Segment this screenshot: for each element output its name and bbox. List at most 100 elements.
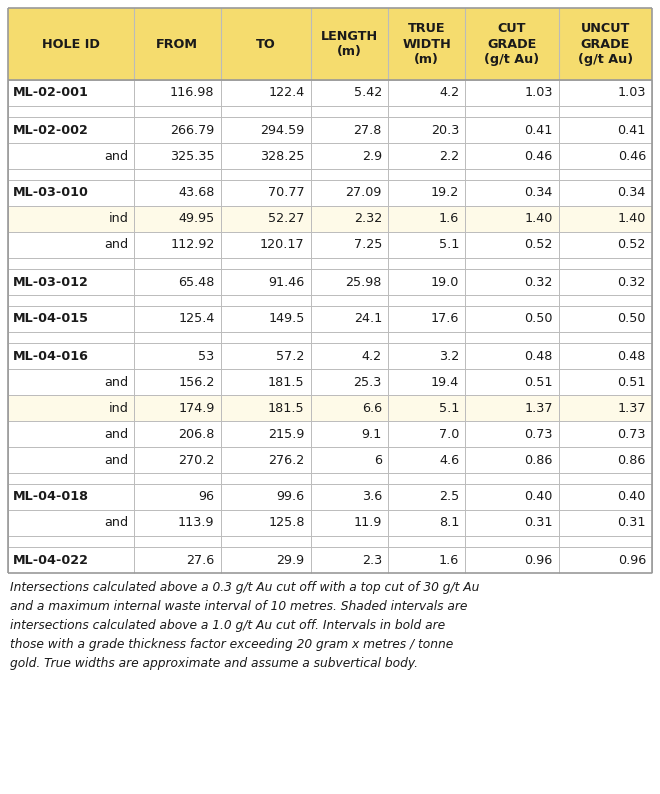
Text: FROM: FROM [156, 37, 198, 51]
Text: 276.2: 276.2 [269, 453, 305, 467]
Text: 8.1: 8.1 [439, 517, 459, 530]
Text: 125.8: 125.8 [268, 517, 305, 530]
Text: 6: 6 [374, 453, 382, 467]
Text: 25.98: 25.98 [346, 276, 382, 288]
Text: 215.9: 215.9 [269, 427, 305, 441]
Text: and: and [104, 238, 129, 252]
Bar [8, 421, 652, 447]
Bar [8, 447, 652, 473]
Text: 174.9: 174.9 [178, 402, 214, 414]
Bar [8, 395, 652, 421]
Text: TRUE
WIDTH
(m): TRUE WIDTH (m) [402, 22, 451, 66]
Bar [8, 536, 652, 547]
Text: ind: ind [109, 402, 129, 414]
Text: 65.48: 65.48 [178, 276, 214, 288]
Text: TO: TO [255, 37, 275, 51]
Text: ML-04-016: ML-04-016 [13, 349, 89, 363]
Text: 27.8: 27.8 [354, 124, 382, 137]
Text: 29.9: 29.9 [277, 553, 305, 566]
Bar [8, 484, 652, 510]
Text: 7.25: 7.25 [354, 238, 382, 252]
Text: UNCUT
GRADE
(g/t Au): UNCUT GRADE (g/t Au) [578, 22, 633, 66]
Text: 0.48: 0.48 [524, 349, 552, 363]
Text: 49.95: 49.95 [178, 213, 214, 225]
Bar [8, 232, 652, 258]
Text: 53: 53 [198, 349, 214, 363]
Text: and: and [104, 517, 129, 530]
Text: 2.5: 2.5 [439, 491, 459, 503]
Text: 17.6: 17.6 [431, 313, 459, 326]
Text: Intersections calculated above a 0.3 g/t Au cut off with a top cut of 30 g/t Au
: Intersections calculated above a 0.3 g/t… [10, 581, 479, 670]
Bar [8, 169, 652, 180]
Text: ML-04-015: ML-04-015 [13, 313, 89, 326]
Text: 0.52: 0.52 [524, 238, 552, 252]
Text: and: and [104, 149, 129, 163]
Text: LENGTH
(m): LENGTH (m) [321, 29, 378, 58]
Text: ML-03-012: ML-03-012 [13, 276, 89, 288]
Text: 122.4: 122.4 [269, 87, 305, 99]
Bar [8, 369, 652, 395]
Text: 325.35: 325.35 [170, 149, 214, 163]
Text: CUT
GRADE
(g/t Au): CUT GRADE (g/t Au) [484, 22, 539, 66]
Text: ind: ind [109, 213, 129, 225]
Text: 1.03: 1.03 [618, 87, 646, 99]
Text: 0.46: 0.46 [524, 149, 552, 163]
Text: 294.59: 294.59 [261, 124, 305, 137]
Text: 0.46: 0.46 [618, 149, 646, 163]
Bar [8, 343, 652, 369]
Text: 0.40: 0.40 [618, 491, 646, 503]
Text: 156.2: 156.2 [178, 376, 214, 388]
Text: 1.6: 1.6 [439, 213, 459, 225]
Text: 328.25: 328.25 [260, 149, 305, 163]
Text: 0.73: 0.73 [618, 427, 646, 441]
Text: 0.48: 0.48 [618, 349, 646, 363]
Bar [8, 269, 652, 295]
Bar [8, 510, 652, 536]
Bar [8, 106, 652, 117]
Text: 25.3: 25.3 [354, 376, 382, 388]
Text: 0.32: 0.32 [618, 276, 646, 288]
Text: 2.2: 2.2 [439, 149, 459, 163]
Text: 4.2: 4.2 [362, 349, 382, 363]
Text: 2.32: 2.32 [354, 213, 382, 225]
Text: 5.1: 5.1 [439, 238, 459, 252]
Text: 0.50: 0.50 [524, 313, 552, 326]
Text: 0.73: 0.73 [524, 427, 552, 441]
Text: 0.34: 0.34 [618, 187, 646, 199]
Bar [8, 80, 652, 106]
Text: 20.3: 20.3 [431, 124, 459, 137]
Text: 96: 96 [199, 491, 214, 503]
Bar [8, 473, 652, 484]
Text: 91.46: 91.46 [269, 276, 305, 288]
Bar [8, 8, 652, 80]
Bar [8, 180, 652, 206]
Text: 181.5: 181.5 [268, 402, 305, 414]
Text: 6.6: 6.6 [362, 402, 382, 414]
Text: ML-02-002: ML-02-002 [13, 124, 89, 137]
Text: 1.40: 1.40 [618, 213, 646, 225]
Text: 0.31: 0.31 [618, 517, 646, 530]
Text: 43.68: 43.68 [178, 187, 214, 199]
Text: 149.5: 149.5 [269, 313, 305, 326]
Text: 1.37: 1.37 [618, 402, 646, 414]
Text: 1.6: 1.6 [439, 553, 459, 566]
Text: 0.86: 0.86 [524, 453, 552, 467]
Text: 0.96: 0.96 [524, 553, 552, 566]
Bar [8, 117, 652, 143]
Text: HOLE ID: HOLE ID [42, 37, 100, 51]
Bar [8, 295, 652, 306]
Text: 2.3: 2.3 [362, 553, 382, 566]
Bar [8, 547, 652, 573]
Text: 0.41: 0.41 [618, 124, 646, 137]
Text: ML-04-018: ML-04-018 [13, 491, 89, 503]
Text: 11.9: 11.9 [354, 517, 382, 530]
Text: and: and [104, 376, 129, 388]
Text: 0.51: 0.51 [524, 376, 552, 388]
Bar [8, 143, 652, 169]
Text: 0.32: 0.32 [524, 276, 552, 288]
Text: 181.5: 181.5 [268, 376, 305, 388]
Text: 1.03: 1.03 [524, 87, 552, 99]
Text: 270.2: 270.2 [178, 453, 214, 467]
Text: ML-02-001: ML-02-001 [13, 87, 89, 99]
Text: 0.40: 0.40 [524, 491, 552, 503]
